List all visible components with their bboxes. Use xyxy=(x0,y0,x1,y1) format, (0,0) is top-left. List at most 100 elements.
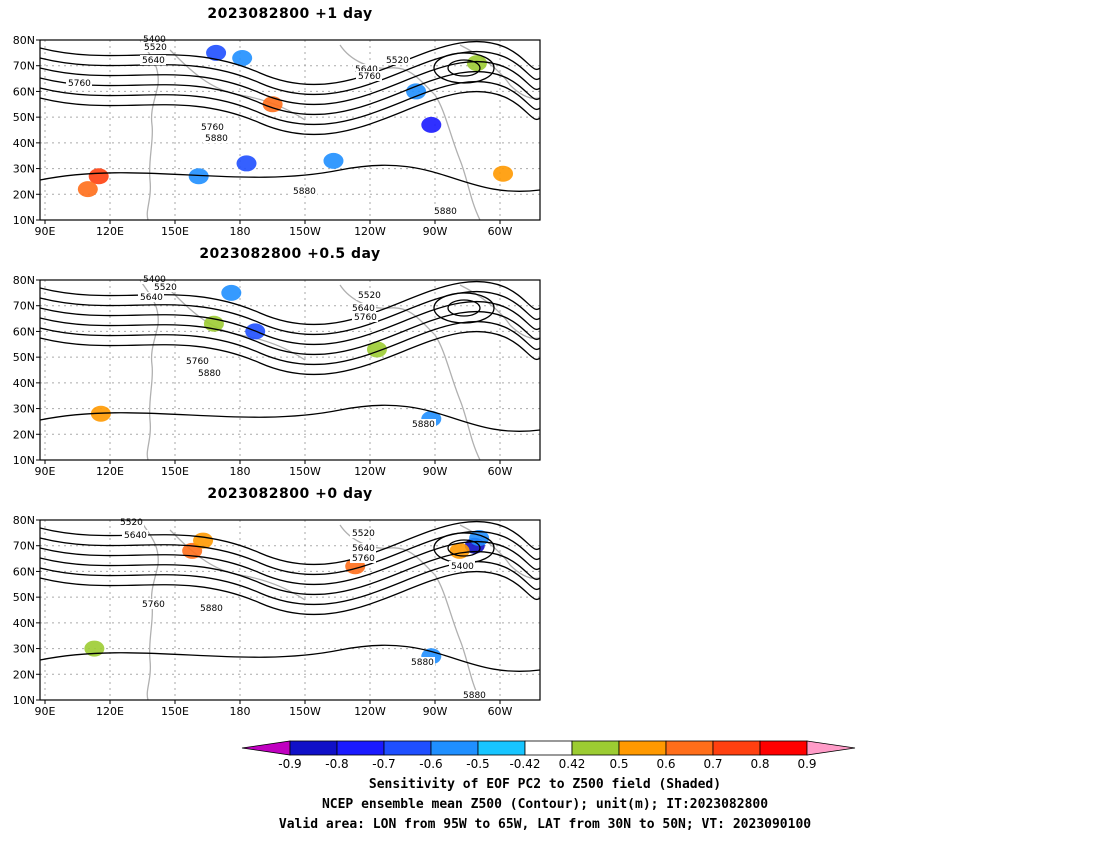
sensitivity-patch xyxy=(232,50,253,66)
colorbar-tick-label: 0.8 xyxy=(750,757,769,771)
sensitivity-patch xyxy=(493,165,514,182)
lon-tick-label: 180 xyxy=(230,705,251,718)
contour-label-bg xyxy=(449,561,475,571)
colorbar-tick-label: 0.42 xyxy=(559,757,586,771)
contour-label-bg xyxy=(352,312,378,322)
colorbar-swatch xyxy=(524,740,573,756)
contour-label-bg xyxy=(384,55,410,65)
map-panel-1: 5400552056405760552056405760576058805880… xyxy=(13,34,541,238)
contour-label: 5760 xyxy=(352,554,375,564)
lat-tick-label: 10N xyxy=(13,454,35,467)
map-border xyxy=(39,279,541,461)
lon-tick-label: 60W xyxy=(488,705,513,718)
contour-label: 5400 xyxy=(451,562,474,572)
contour-label: 5640 xyxy=(355,65,378,75)
colorbar-swatch xyxy=(759,740,808,756)
sensitivity-patch xyxy=(406,83,427,100)
contour-label: 5880 xyxy=(198,369,221,379)
contour-label-bg xyxy=(350,528,376,538)
contour-label: 5640 xyxy=(142,56,165,66)
contour-label: 5880 xyxy=(205,134,228,144)
colorbar-tick-label: 0.7 xyxy=(703,757,722,771)
lon-tick-label: 180 xyxy=(230,465,251,478)
lat-tick-label: 50N xyxy=(13,111,35,124)
colorbar-swatch xyxy=(430,740,479,756)
colorbar-tick-label: -0.9 xyxy=(278,757,301,771)
lon-tick-label: 60W xyxy=(488,465,513,478)
map-border xyxy=(39,519,541,701)
colorbar-tick-label: -0.8 xyxy=(325,757,348,771)
contour-label: 5640 xyxy=(140,293,163,303)
sensitivity-patch xyxy=(323,152,344,169)
lon-tick-label: 120W xyxy=(354,705,386,718)
contour-label-bg xyxy=(118,517,144,527)
colorbar-tick-label: -0.6 xyxy=(419,757,442,771)
contour-label: 5520 xyxy=(386,56,409,66)
sensitivity-patch xyxy=(221,284,242,301)
contour-label-bg xyxy=(198,603,224,613)
z500-contour xyxy=(39,70,541,116)
contour-label-bg xyxy=(184,356,210,366)
contour-label-bg xyxy=(152,282,178,292)
lat-tick-label: 30N xyxy=(13,163,35,176)
lat-tick-label: 30N xyxy=(13,403,35,416)
lat-tick-label: 60N xyxy=(13,325,35,338)
contour-label: 5760 xyxy=(358,72,381,82)
lon-tick-label: 150W xyxy=(289,465,321,478)
lon-tick-label: 150E xyxy=(161,465,189,478)
colorbar-tick-label: 0.5 xyxy=(609,757,628,771)
colorbar-swatch xyxy=(383,740,432,756)
z500-contour xyxy=(39,80,541,126)
caption-line-3: Valid area: LON from 95W to 65W, LAT fro… xyxy=(278,817,812,832)
z500-contour xyxy=(39,290,541,336)
z500-contour xyxy=(39,320,541,366)
colorbar-high-arrow xyxy=(806,740,856,756)
colorbar-tick-label: 0.9 xyxy=(797,757,816,771)
lat-tick-label: 80N xyxy=(13,34,35,47)
contour-label-bg xyxy=(142,42,168,52)
z500-contour xyxy=(39,300,541,346)
contour-label: 5760 xyxy=(354,313,377,323)
lat-tick-label: 30N xyxy=(13,643,35,656)
colorbar-swatch xyxy=(665,740,714,756)
contour-label: 5640 xyxy=(124,531,147,541)
contour-label: 5520 xyxy=(352,529,375,539)
lon-tick-label: 90E xyxy=(35,225,56,238)
contour-label: 5520 xyxy=(154,283,177,293)
contour-label: 5520 xyxy=(144,43,167,53)
contour-label-bg xyxy=(196,368,222,378)
lon-tick-label: 120E xyxy=(96,225,124,238)
contour-label-bg xyxy=(291,186,317,196)
colorbar: -0.9 -0.8 -0.7 -0.6 -0.5 -0.42 0.42 0.5 0.6 0.7 0.… xyxy=(241,740,856,771)
lat-tick-label: 40N xyxy=(13,617,35,630)
map-frame xyxy=(40,280,540,460)
lon-tick-label: 120E xyxy=(96,705,124,718)
contour-label-bg xyxy=(353,64,379,74)
lon-tick-label: 90W xyxy=(423,465,448,478)
sensitivity-patch xyxy=(88,168,109,185)
coastline xyxy=(139,39,159,221)
lat-tick-label: 80N xyxy=(13,514,35,527)
z500-low-contour xyxy=(447,59,481,77)
caption-line-2: NCEP ensemble mean Z500 (Contour); unit(… xyxy=(321,797,769,812)
lat-tick-label: 70N xyxy=(13,60,35,73)
contour-label: 5880 xyxy=(200,604,223,614)
colorbar-swatch xyxy=(618,740,667,756)
sensitivity-patch xyxy=(77,181,98,198)
z500-contour xyxy=(39,310,541,356)
z500-low-contour xyxy=(433,52,495,84)
lat-tick-label: 10N xyxy=(13,694,35,707)
lat-tick-label: 20N xyxy=(13,188,35,201)
contour-label-bg xyxy=(199,122,225,132)
lat-tick-label: 50N xyxy=(13,591,35,604)
contour-label-bg xyxy=(356,71,382,81)
lon-tick-label: 90W xyxy=(423,225,448,238)
lat-tick-label: 20N xyxy=(13,428,35,441)
colorbar-swatch xyxy=(712,740,761,756)
contour-label: 5880 xyxy=(411,658,434,668)
sensitivity-patch xyxy=(262,96,283,113)
contour-label-bg xyxy=(461,690,487,700)
z500-low-contour xyxy=(433,292,495,324)
z500-contour-5880 xyxy=(39,404,541,432)
